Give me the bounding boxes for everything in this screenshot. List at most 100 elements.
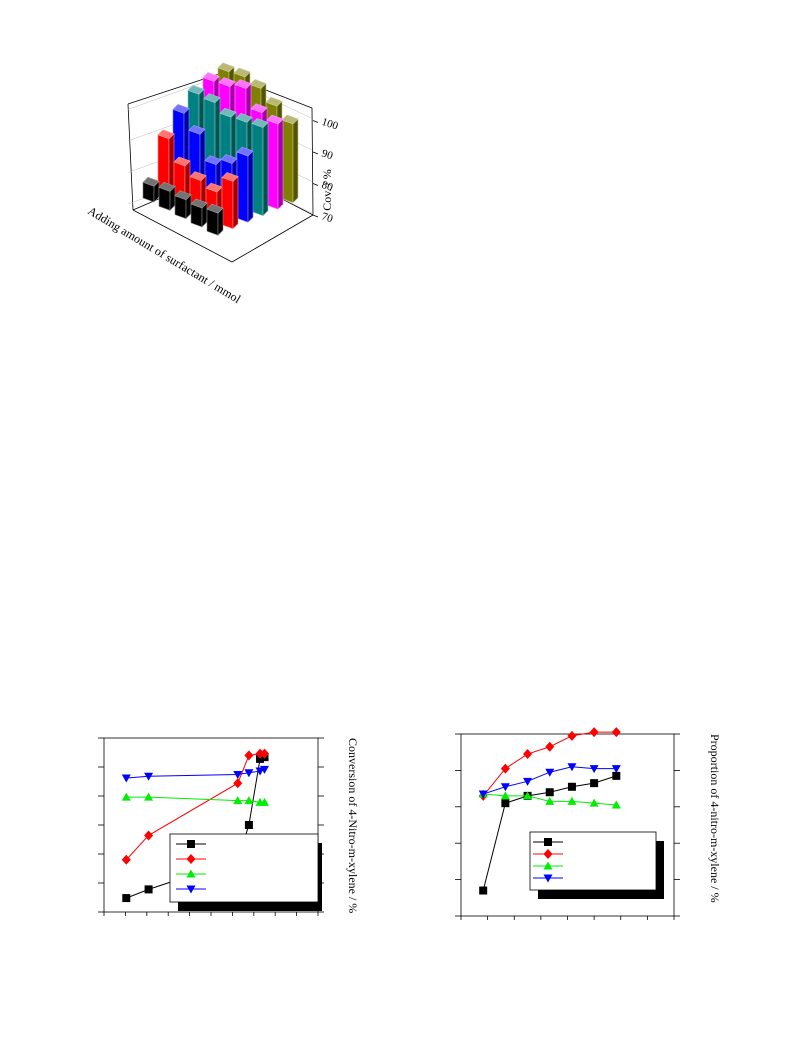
z-axis-ticks: 70 80 90 100 xyxy=(312,116,340,225)
data-point xyxy=(144,772,154,781)
data-point xyxy=(589,765,599,774)
bar-3d xyxy=(251,118,269,217)
data-point xyxy=(186,854,196,864)
data-point xyxy=(543,861,553,870)
bar-top xyxy=(233,67,251,78)
data-point xyxy=(611,727,621,738)
legend-item xyxy=(176,885,206,894)
bar-top xyxy=(281,114,299,125)
data-point xyxy=(121,854,131,865)
series-lines xyxy=(121,748,269,903)
legend-item xyxy=(533,874,563,883)
data-point xyxy=(244,769,254,778)
bar-3d xyxy=(190,198,208,228)
bar-3d xyxy=(236,146,254,223)
data-point xyxy=(244,796,254,805)
bar-top xyxy=(217,62,235,73)
data-point xyxy=(144,830,154,841)
bar-top xyxy=(235,113,253,123)
data-point xyxy=(500,763,510,774)
data-point xyxy=(545,741,555,752)
legend-item xyxy=(176,869,206,878)
data-point xyxy=(186,885,196,894)
series xyxy=(478,763,621,799)
bar-top xyxy=(172,104,190,114)
bar-top xyxy=(250,103,268,114)
data-point xyxy=(523,791,533,800)
data-point xyxy=(590,779,599,788)
bar-side xyxy=(277,118,284,210)
bar-top xyxy=(266,114,284,125)
z-tick xyxy=(312,120,319,123)
legend-entries xyxy=(533,838,563,883)
data-point xyxy=(233,778,243,789)
data-point xyxy=(543,849,553,859)
bar-side xyxy=(262,121,269,217)
legend-item xyxy=(176,854,206,864)
data-point xyxy=(545,796,555,805)
bar-top xyxy=(219,107,237,118)
z-tick xyxy=(312,183,319,186)
bar-side xyxy=(232,175,239,230)
series xyxy=(479,771,621,895)
bar-3d xyxy=(158,182,176,212)
z-tick-label: 70 xyxy=(320,210,335,225)
data-point xyxy=(186,869,196,878)
bar-top xyxy=(234,79,252,89)
data-point xyxy=(260,765,269,774)
series xyxy=(121,748,269,865)
data-point xyxy=(121,774,131,783)
bar-top xyxy=(157,129,175,140)
bar-top xyxy=(174,190,192,201)
bar-3d xyxy=(281,114,299,204)
bar-face xyxy=(236,151,249,223)
z-tick-label: 80 xyxy=(320,179,335,194)
bar-face xyxy=(206,208,219,236)
data-point xyxy=(233,771,243,780)
data-point xyxy=(244,821,253,829)
legend-item xyxy=(533,861,563,870)
data-point xyxy=(567,763,577,772)
3d-bars xyxy=(142,62,299,236)
data-point xyxy=(500,791,510,800)
bar-3d xyxy=(206,203,224,236)
bar-side xyxy=(247,150,254,223)
bar-top xyxy=(236,146,254,157)
data-point xyxy=(500,783,510,792)
data-point xyxy=(543,874,553,883)
series xyxy=(121,765,269,783)
data-point xyxy=(260,748,269,759)
data-point xyxy=(233,796,243,805)
z-tick xyxy=(312,151,319,155)
legend-item xyxy=(533,849,563,859)
data-point xyxy=(589,727,599,738)
bar-3d xyxy=(221,172,239,230)
bar-top xyxy=(221,172,239,182)
data-point xyxy=(144,885,153,894)
bar-face xyxy=(221,177,234,230)
bar-top xyxy=(203,93,221,103)
z-tick-label: 90 xyxy=(320,147,335,162)
data-point xyxy=(187,840,195,848)
data-point xyxy=(122,894,131,903)
bar-face xyxy=(251,123,264,217)
bar-top xyxy=(187,84,205,95)
data-point xyxy=(567,730,577,741)
conversion-line-chart: Conversion of 4-Nitro-m-xylene / % xyxy=(98,737,360,916)
series xyxy=(478,727,621,801)
bar-3d xyxy=(157,129,175,197)
bar-top xyxy=(142,176,160,187)
proportion-line-chart: Proportion of 4-nitro-m-xylene / % xyxy=(455,727,722,920)
data-point xyxy=(501,799,510,808)
series-lines xyxy=(478,727,621,895)
series xyxy=(478,789,621,809)
bar-3d xyxy=(142,176,160,203)
data-point xyxy=(611,765,621,774)
bar-top xyxy=(202,72,220,82)
legend-entries xyxy=(176,840,206,894)
data-point xyxy=(244,750,254,761)
legend-box xyxy=(529,831,664,899)
legend-box xyxy=(169,833,322,911)
